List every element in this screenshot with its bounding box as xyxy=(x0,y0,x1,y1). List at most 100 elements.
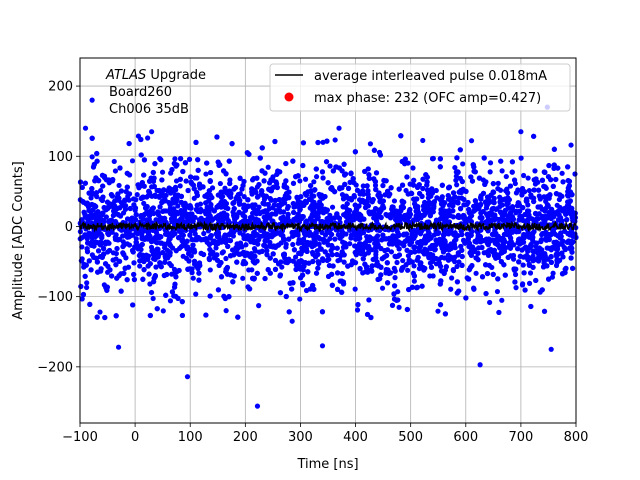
scatter-point xyxy=(283,244,289,250)
scatter-point xyxy=(195,167,201,173)
scatter-point xyxy=(472,169,478,175)
scatter-point xyxy=(471,247,478,253)
scatter-point xyxy=(411,273,418,279)
scatter-point xyxy=(264,252,270,258)
scatter-point xyxy=(324,257,330,263)
scatter-point xyxy=(453,236,459,243)
scatter-point xyxy=(407,241,413,247)
scatter-point xyxy=(430,273,436,279)
scatter-point xyxy=(141,172,147,178)
scatter-point xyxy=(220,249,226,255)
scatter-point xyxy=(503,173,509,180)
scatter-point xyxy=(259,188,265,194)
scatter-point xyxy=(144,204,150,210)
scatter-point xyxy=(463,188,469,194)
scatter-point xyxy=(264,211,270,217)
scatter-point xyxy=(319,229,325,236)
scatter-point xyxy=(430,155,436,162)
scatter-point xyxy=(392,253,398,259)
scatter-point xyxy=(306,196,313,202)
scatter-point xyxy=(290,241,296,248)
scatter-point xyxy=(100,245,107,252)
scatter-point xyxy=(116,236,122,242)
scatter-point xyxy=(382,247,388,254)
scatter-point xyxy=(387,270,393,276)
scatter-point xyxy=(532,217,539,223)
scatter-point xyxy=(352,260,359,266)
scatter-point xyxy=(250,258,256,264)
scatter-point xyxy=(399,204,405,210)
scatter-point xyxy=(252,248,258,254)
scatter-point xyxy=(319,218,325,225)
scatter-point xyxy=(442,311,448,317)
scatter-point xyxy=(523,196,530,202)
scatter-point xyxy=(384,260,390,266)
scatter-point xyxy=(189,236,195,243)
scatter-point xyxy=(146,271,152,277)
scatter-point xyxy=(535,250,541,256)
scatter-point xyxy=(454,290,460,296)
scatter-point xyxy=(466,240,473,247)
scatter-point xyxy=(89,186,95,192)
scatter-point xyxy=(175,203,181,209)
scatter-point xyxy=(563,265,569,271)
scatter-point xyxy=(381,177,387,184)
scatter-point xyxy=(141,267,147,273)
scatter-point xyxy=(218,274,225,280)
scatter-point xyxy=(364,183,370,189)
scatter-point xyxy=(350,176,356,182)
scatter-point xyxy=(167,236,173,242)
scatter-point xyxy=(309,243,315,250)
scatter-point xyxy=(172,231,178,237)
scatter-point xyxy=(463,295,469,301)
scatter-point xyxy=(333,164,339,170)
scatter-point xyxy=(239,186,245,192)
scatter-point xyxy=(89,154,95,160)
scatter-point xyxy=(267,239,273,245)
scatter-point xyxy=(497,187,504,193)
scatter-point xyxy=(334,286,341,292)
scatter-point xyxy=(208,232,214,239)
scatter-point xyxy=(399,182,406,188)
scatter-point xyxy=(539,287,545,293)
scatter-point xyxy=(479,274,486,280)
scatter-point xyxy=(535,204,541,210)
scatter-point xyxy=(367,238,373,244)
scatter-point xyxy=(548,254,554,260)
scatter-point xyxy=(141,200,147,206)
scatter-point xyxy=(300,162,306,169)
scatter-point xyxy=(300,282,306,288)
scatter-point xyxy=(303,231,309,237)
scatter-point xyxy=(234,250,240,256)
scatter-point xyxy=(286,195,292,201)
scatter-point xyxy=(237,240,244,246)
scatter-point xyxy=(500,213,506,219)
scatter-point xyxy=(376,194,383,201)
scatter-point xyxy=(560,238,566,244)
scatter-point xyxy=(120,243,126,250)
scatter-point xyxy=(516,259,522,265)
scatter-point xyxy=(556,208,562,214)
scatter-point xyxy=(330,263,336,269)
scatter-point xyxy=(118,288,124,294)
scatter-point xyxy=(487,169,493,175)
scatter-point xyxy=(477,233,483,239)
scatter-point xyxy=(339,278,345,284)
scatter-point xyxy=(176,267,182,274)
scatter-point xyxy=(95,209,101,215)
scatter-point xyxy=(131,260,137,266)
scatter-point xyxy=(409,190,415,197)
scatter-point xyxy=(488,217,494,224)
scatter-point xyxy=(316,260,322,267)
scatter-point xyxy=(254,175,260,181)
scatter-point xyxy=(249,275,256,281)
scatter-point xyxy=(348,171,354,177)
scatter-point xyxy=(178,243,185,250)
scatter-point xyxy=(419,193,425,199)
scatter-point xyxy=(267,243,273,249)
scatter-point xyxy=(124,277,130,283)
scatter-point xyxy=(295,173,301,179)
scatter-point xyxy=(289,286,295,292)
scatter-point xyxy=(509,169,515,175)
scatter-point xyxy=(225,243,231,249)
